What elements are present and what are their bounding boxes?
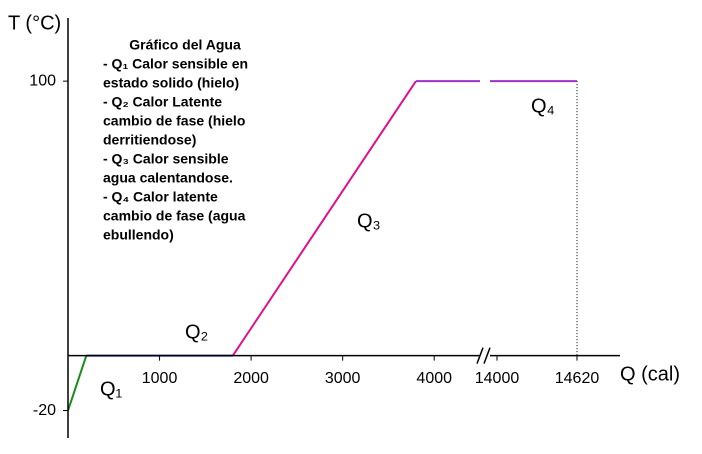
y-tick-label: 100 (29, 72, 56, 89)
axis-break (476, 347, 484, 364)
series-line (67, 355, 88, 411)
x-tick-label: 3000 (325, 370, 361, 387)
annotation-title: Gráfico del Agua (129, 37, 241, 53)
x-tick-label: 2000 (233, 370, 269, 387)
series-label: Q₁ (100, 378, 123, 400)
annotation-line: - Q₁ Calor sensible en (103, 56, 248, 72)
axis-break-gap (480, 77, 490, 86)
x-tick-label: 14620 (555, 370, 600, 387)
annotation-line: - Q₃ Calor sensible (103, 151, 229, 167)
x-tick-label: 14000 (475, 370, 520, 387)
series-line (231, 80, 417, 357)
annotation-line: cambio de fase (agua (103, 208, 246, 224)
annotation-line: cambio de fase (hielo (103, 113, 245, 129)
x-tick-label: 4000 (416, 370, 452, 387)
x-tick-label: 1000 (142, 370, 178, 387)
series-label: Q₄ (531, 95, 555, 117)
axis-break (483, 347, 491, 364)
annotation-line: agua calentandose. (103, 170, 233, 186)
series-label: Q₃ (357, 210, 381, 232)
annotation-line: estado solido (hielo) (103, 75, 239, 91)
annotation-line: - Q₄ Calor latente (103, 189, 218, 205)
x-axis-title: Q (cal) (620, 363, 680, 385)
series-label: Q₂ (185, 321, 208, 343)
y-axis-title: T (°C) (8, 12, 61, 34)
y-tick-label: -20 (33, 402, 56, 419)
annotation-line: - Q₂ Calor Latente (103, 94, 222, 110)
annotation-line: ebullendo) (103, 227, 174, 243)
annotation-line: derritiendose) (103, 132, 196, 148)
